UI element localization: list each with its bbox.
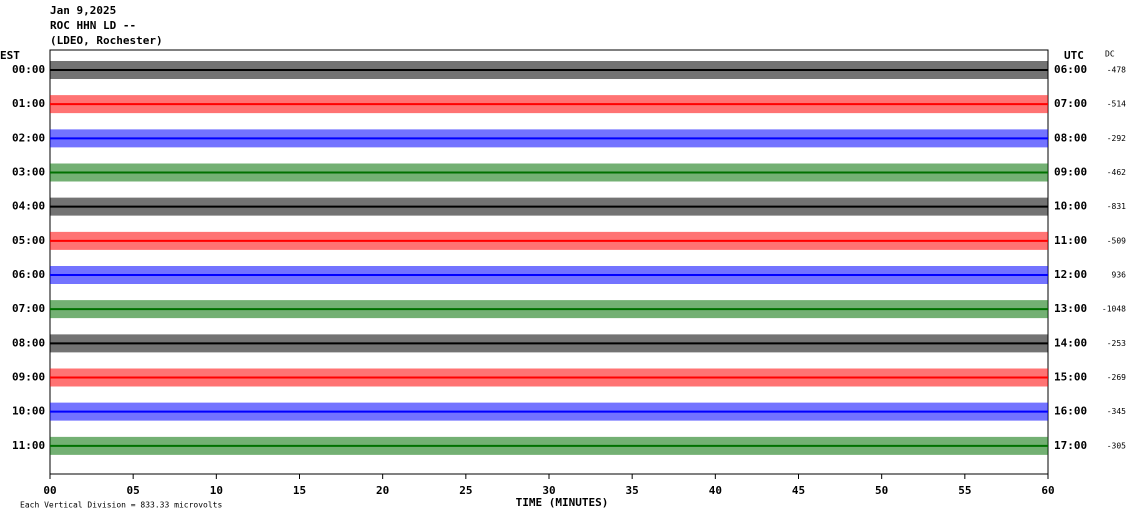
utc-label: 06:00	[1054, 63, 1087, 76]
utc-label: 11:00	[1054, 234, 1087, 247]
utc-label: 15:00	[1054, 371, 1087, 384]
dc-value: -345	[1107, 407, 1126, 416]
dc-value: -253	[1107, 339, 1126, 348]
x-tick-label: 55	[958, 484, 971, 497]
dc-value: 936	[1112, 271, 1127, 280]
utc-label: 13:00	[1054, 302, 1087, 315]
x-tick-label: 60	[1041, 484, 1054, 497]
dc-value: -514	[1107, 100, 1126, 109]
x-tick-label: 10	[210, 484, 223, 497]
est-label: 09:00	[12, 371, 45, 384]
x-tick-label: 05	[127, 484, 140, 497]
utc-label: 08:00	[1054, 131, 1087, 144]
x-tick-label: 40	[709, 484, 722, 497]
dc-value: -831	[1107, 202, 1126, 211]
est-label: 06:00	[12, 268, 45, 281]
left-axis-label: EST	[0, 49, 20, 62]
x-tick-label: 20	[376, 484, 389, 497]
x-tick-label: 15	[293, 484, 306, 497]
x-tick-label: 25	[459, 484, 472, 497]
footnote: Each Vertical Division = 833.33 microvol…	[20, 501, 222, 510]
utc-label: 16:00	[1054, 405, 1087, 418]
dc-value: -462	[1107, 168, 1126, 177]
est-label: 00:00	[12, 63, 45, 76]
utc-label: 14:00	[1054, 336, 1087, 349]
dc-value: -478	[1107, 66, 1126, 75]
station: (LDEO, Rochester)	[50, 34, 163, 47]
x-tick-label: 45	[792, 484, 805, 497]
x-axis-label: TIME (MINUTES)	[516, 496, 609, 509]
est-label: 03:00	[12, 166, 45, 179]
est-label: 02:00	[12, 131, 45, 144]
est-label: 11:00	[12, 439, 45, 452]
dc-value: -269	[1107, 373, 1126, 382]
chart-title: Jan 9,2025	[50, 4, 116, 17]
est-label: 08:00	[12, 336, 45, 349]
x-tick-label: 00	[43, 484, 56, 497]
x-tick-label: 35	[626, 484, 639, 497]
est-label: 01:00	[12, 97, 45, 110]
dc-value: -509	[1107, 236, 1126, 245]
est-label: 04:00	[12, 200, 45, 213]
dc-value: -1048	[1102, 305, 1126, 314]
chart-subtitle: ROC HHN LD --	[50, 19, 136, 32]
utc-label: 12:00	[1054, 268, 1087, 281]
utc-label: 07:00	[1054, 97, 1087, 110]
utc-label: 17:00	[1054, 439, 1087, 452]
right-axis-label: UTC	[1064, 49, 1084, 62]
x-tick-label: 50	[875, 484, 888, 497]
dc-label: DC	[1105, 50, 1115, 59]
utc-label: 09:00	[1054, 166, 1087, 179]
dc-value: -292	[1107, 134, 1126, 143]
est-label: 10:00	[12, 405, 45, 418]
est-label: 07:00	[12, 302, 45, 315]
x-tick-label: 30	[542, 484, 555, 497]
utc-label: 10:00	[1054, 200, 1087, 213]
est-label: 05:00	[12, 234, 45, 247]
dc-value: -305	[1107, 441, 1126, 450]
